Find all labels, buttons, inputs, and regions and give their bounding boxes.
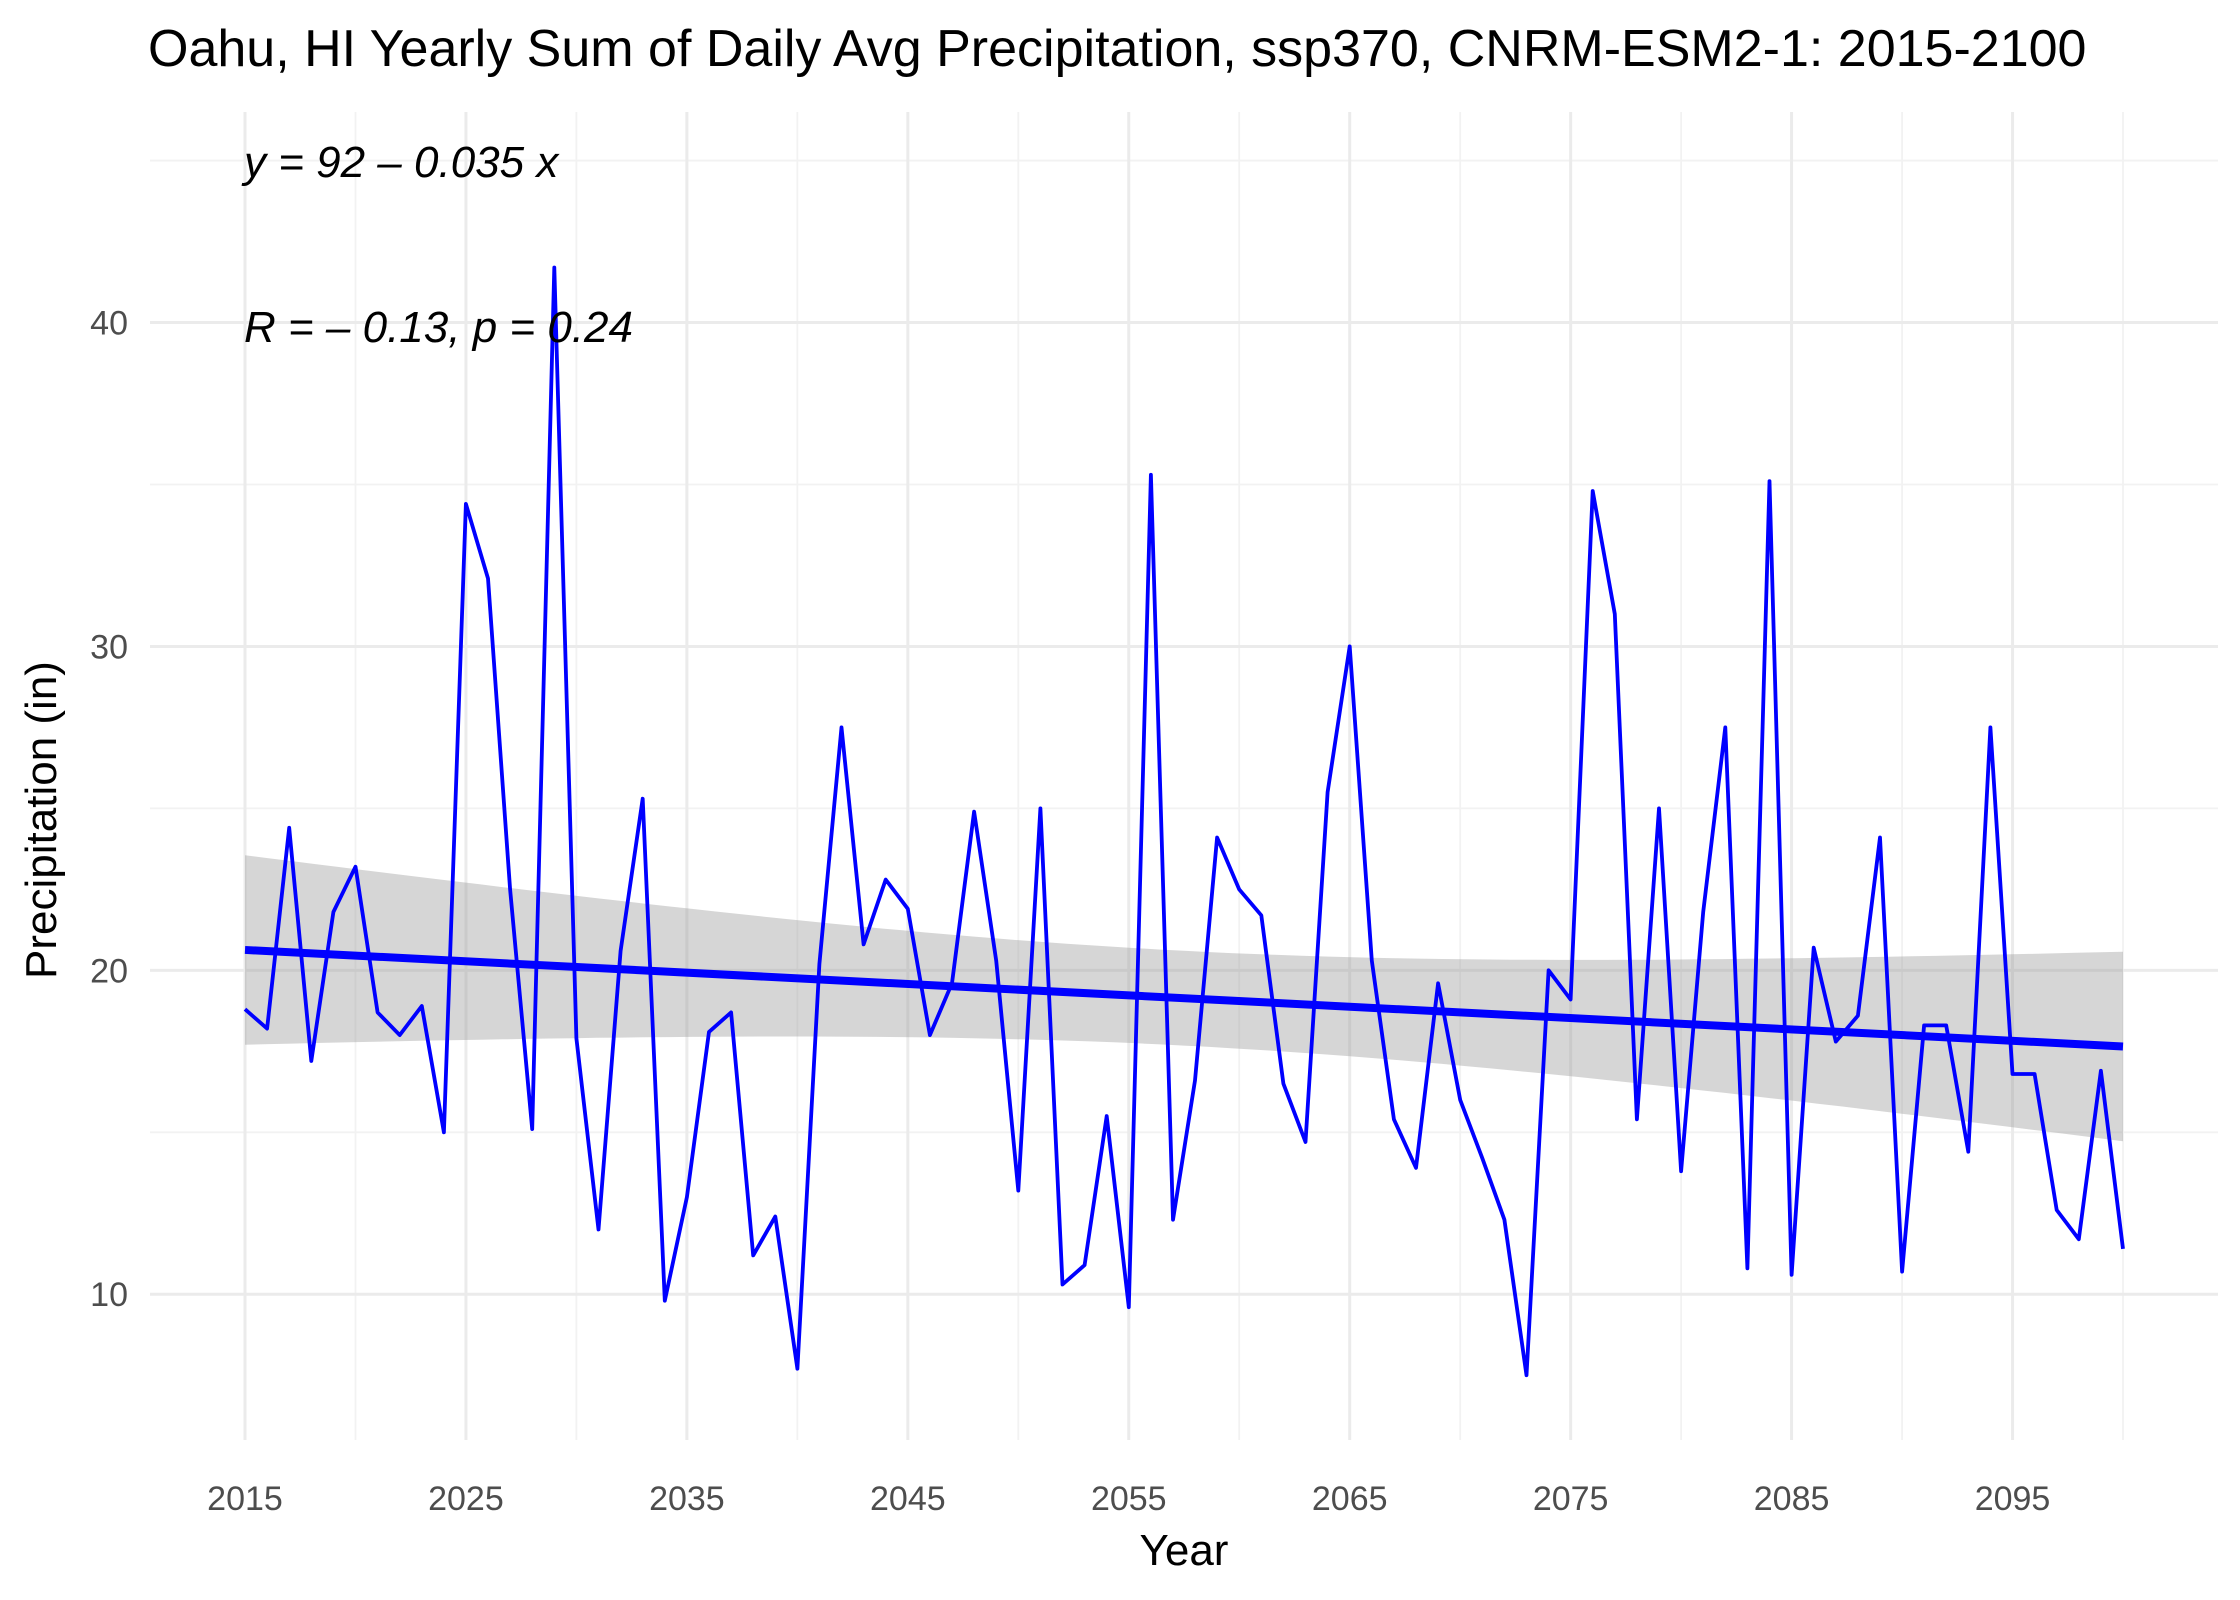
regression-layer [244,945,2124,1051]
x-tick-label: 2055 [1091,1480,1167,1518]
x-tick-label: 2035 [649,1480,725,1518]
precipitation-series-layer [243,265,2125,1378]
y-tick-label: 20 [90,952,128,990]
y-tick-label: 10 [90,1276,128,1314]
major-gridlines [150,112,2218,1440]
x-tick-label: 2045 [870,1480,946,1518]
x-axis-title: Year [1140,1526,1229,1575]
correlation-stats: R = – 0.13, p = 0.24 [244,303,633,352]
regression-equation: y = 92 – 0.035 x [241,138,560,187]
y-tick-label: 40 [90,305,128,343]
y-tick-labels: 10 20 30 40 [90,305,128,1315]
x-tick-label: 2065 [1312,1480,1388,1518]
regression-line [244,945,2124,1051]
x-tick-labels: 2015 2025 2035 2045 2055 2065 2075 2085 2095 [207,1480,2050,1518]
chart-title: Oahu, HI Yearly Sum of Daily Avg Precipi… [148,20,2086,78]
minor-gridlines [150,112,2218,1440]
x-tick-label: 2095 [1975,1480,2051,1518]
y-tick-label: 30 [90,628,128,666]
x-tick-label: 2025 [428,1480,504,1518]
x-tick-label: 2075 [1533,1480,1609,1518]
precipitation-series-line [243,265,2125,1378]
x-tick-label: 2015 [207,1480,283,1518]
y-axis-title: Precipitation (in) [17,661,66,979]
x-tick-label: 2085 [1754,1480,1830,1518]
